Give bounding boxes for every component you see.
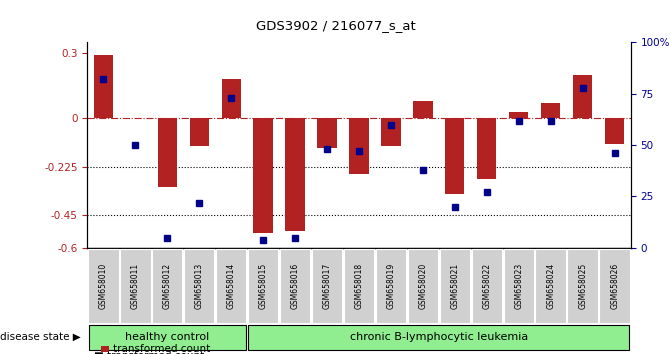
Text: GSM658012: GSM658012 [162, 263, 172, 309]
Text: GSM658023: GSM658023 [515, 263, 523, 309]
Bar [446, 118, 464, 194]
Bar [477, 118, 497, 179]
Bar [94, 56, 113, 118]
Bar [509, 112, 529, 118]
Text: GSM658019: GSM658019 [386, 263, 395, 309]
Text: transformed count: transformed count [113, 344, 210, 354]
Bar [285, 118, 305, 230]
Text: GSM658014: GSM658014 [227, 263, 236, 309]
Bar [317, 118, 337, 148]
Text: GDS3902 / 216077_s_at: GDS3902 / 216077_s_at [256, 19, 415, 32]
Text: GSM658025: GSM658025 [578, 263, 587, 309]
Text: GSM658020: GSM658020 [419, 263, 427, 309]
Text: GSM658017: GSM658017 [323, 263, 331, 309]
Text: disease state ▶: disease state ▶ [0, 332, 81, 342]
Text: GSM658010: GSM658010 [99, 263, 108, 309]
Bar [605, 118, 624, 144]
Text: GSM658022: GSM658022 [482, 263, 491, 309]
Text: healthy control: healthy control [125, 332, 209, 342]
Text: GSM658013: GSM658013 [195, 263, 203, 309]
Text: GSM658011: GSM658011 [131, 263, 140, 309]
Bar [221, 79, 241, 118]
Text: chronic B-lymphocytic leukemia: chronic B-lymphocytic leukemia [350, 332, 528, 342]
Bar [350, 118, 368, 174]
Bar [573, 75, 592, 118]
Text: ■ transformed count: ■ transformed count [94, 351, 204, 354]
Bar [254, 118, 272, 233]
Text: GSM658026: GSM658026 [610, 263, 619, 309]
Text: GSM658016: GSM658016 [291, 263, 299, 309]
Text: GSM658015: GSM658015 [258, 263, 268, 309]
Text: GSM658021: GSM658021 [450, 263, 460, 309]
Bar [189, 118, 209, 146]
Bar [158, 118, 176, 187]
Bar [413, 101, 433, 118]
Bar [381, 118, 401, 146]
Bar [541, 103, 560, 118]
Text: GSM658024: GSM658024 [546, 263, 556, 309]
Text: GSM658018: GSM658018 [354, 263, 364, 309]
